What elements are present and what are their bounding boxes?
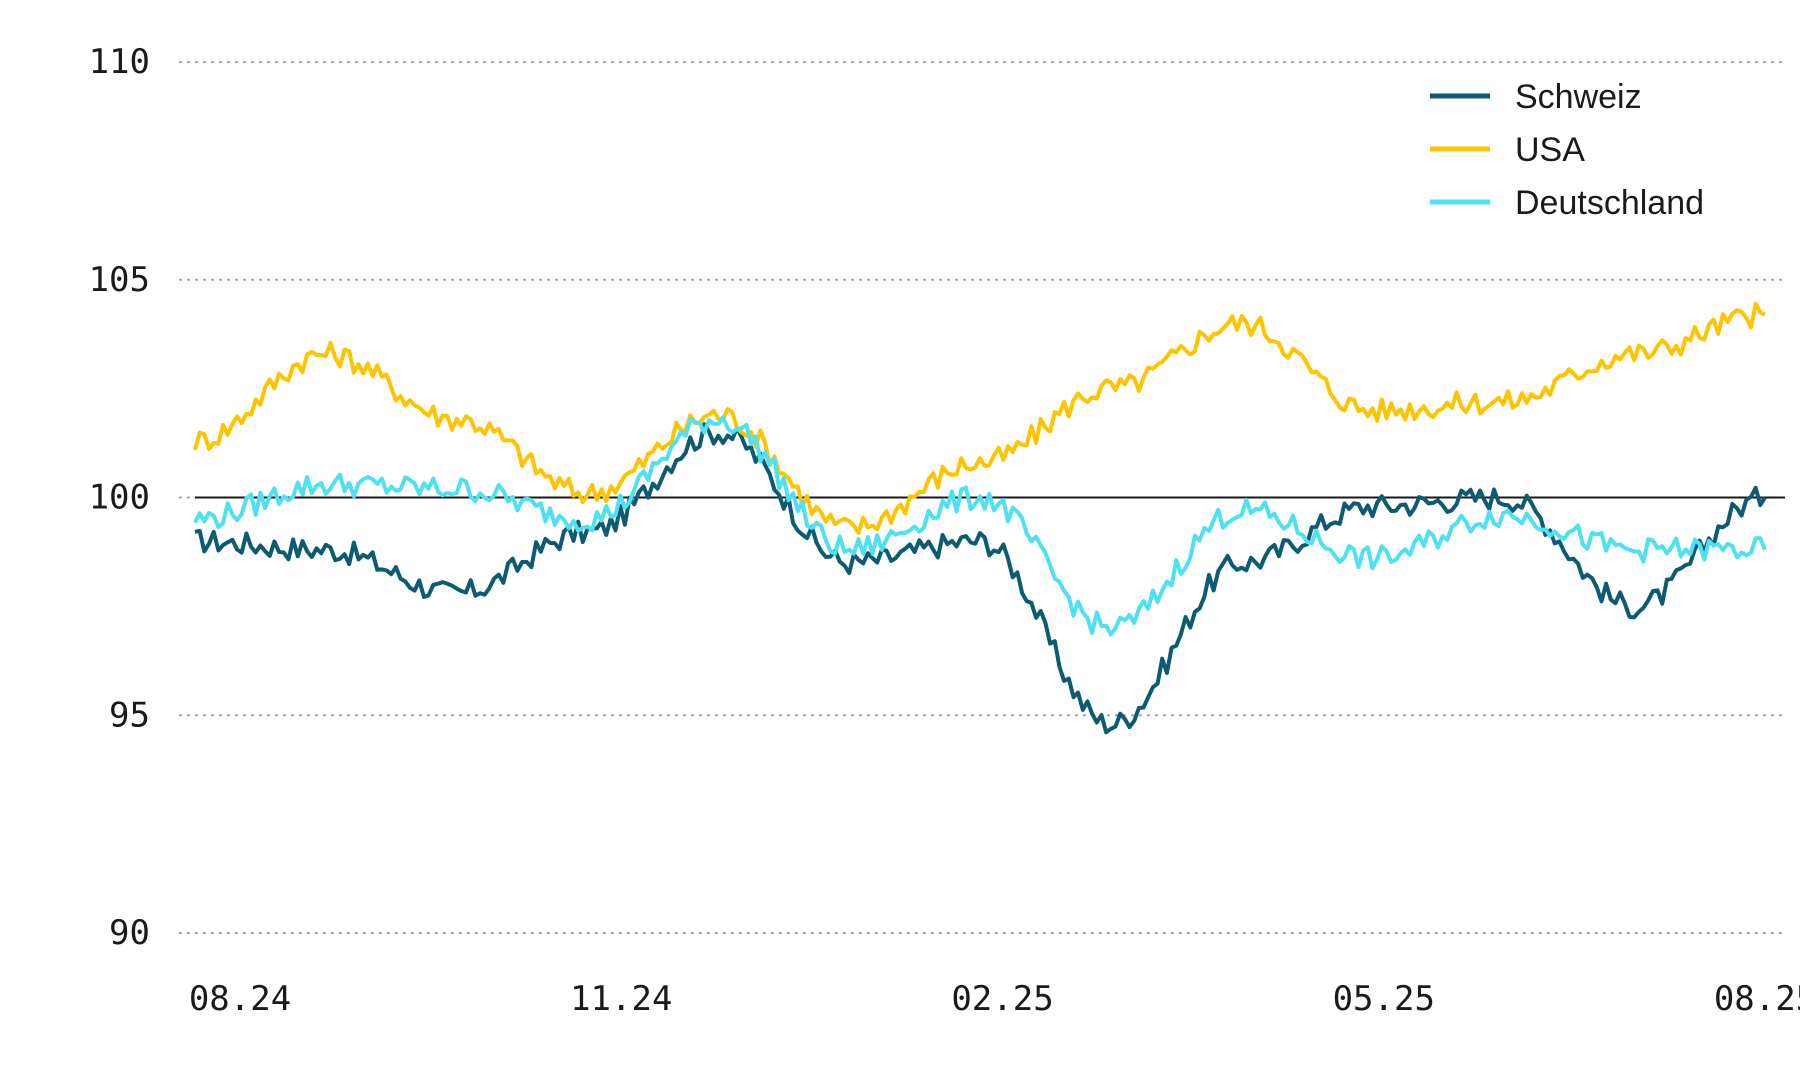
- legend-label: USA: [1515, 131, 1585, 169]
- x-tick-label: 08.25: [1714, 979, 1800, 1019]
- series-line-usa: [193, 301, 1766, 535]
- y-tick-label: 100: [89, 478, 150, 518]
- y-axis: 110 105 100 95 90: [89, 42, 150, 953]
- legend-label: Deutschland: [1515, 184, 1704, 222]
- legend: Schweiz USA Deutschland: [1430, 78, 1704, 222]
- y-tick-label: 110: [89, 42, 150, 82]
- x-tick-label: 08.24: [189, 979, 291, 1019]
- series-line-deutschland: [193, 415, 1767, 637]
- x-tick-label: 02.25: [951, 979, 1053, 1019]
- x-tick-label: 05.25: [1333, 979, 1435, 1019]
- series-lines: [193, 301, 1767, 735]
- legend-label: Schweiz: [1515, 78, 1642, 116]
- y-tick-label: 95: [109, 695, 150, 735]
- y-tick-label: 90: [109, 913, 150, 953]
- y-tick-label: 105: [89, 260, 150, 300]
- x-tick-label: 11.24: [570, 979, 672, 1019]
- x-axis: 08.24 11.24 02.25 05.25 08.25: [189, 979, 1800, 1019]
- series-line-schweiz: [194, 422, 1767, 735]
